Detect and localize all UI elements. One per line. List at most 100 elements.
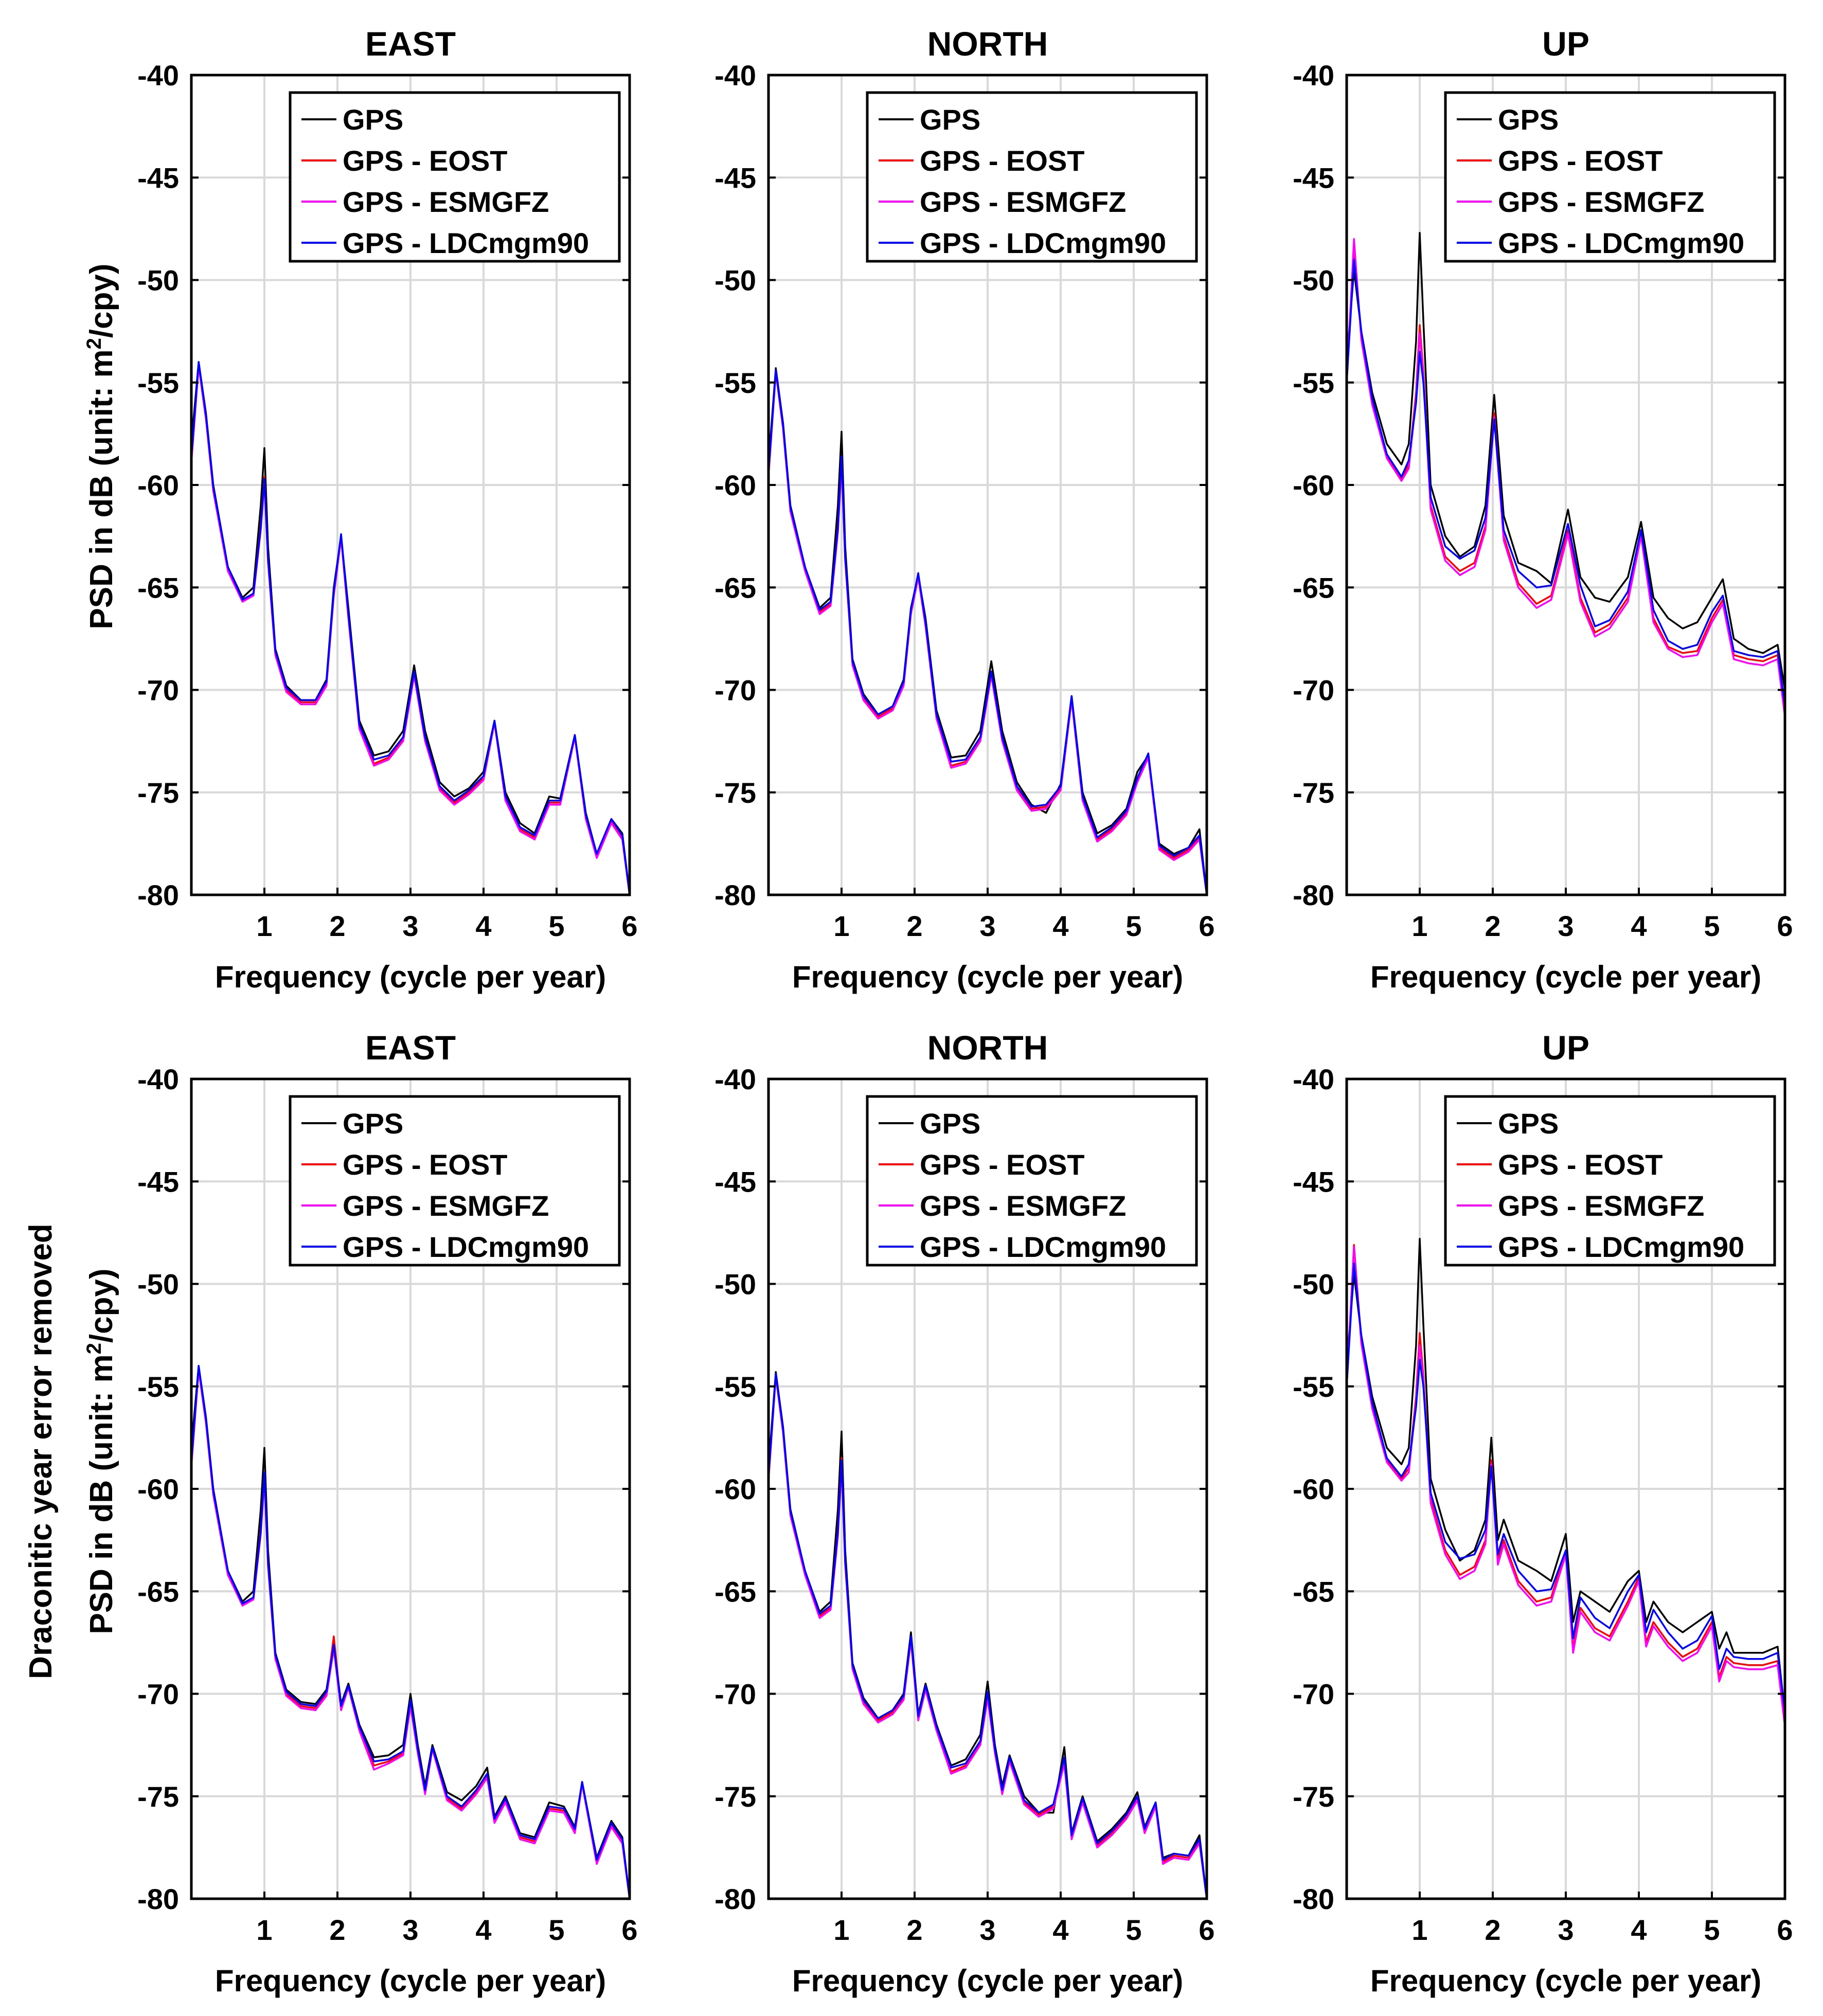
panel-2: -40 -45 -50 -55 -60 -65 -70 -75 -80 1 2 3 4 5 6 NORTH Fr… — [714, 25, 1215, 994]
x-tick-label: 6 — [1199, 910, 1214, 942]
x-tick-label: 1 — [1411, 1914, 1427, 1946]
y-tick-label: -70 — [714, 1678, 756, 1711]
legend-box — [289, 1095, 621, 1267]
ylabel-bottom-row-line2: PSD in dB (unit: m2/cpy) — [83, 1268, 119, 1634]
panel-title: EAST — [365, 25, 456, 63]
y-tick-label: -60 — [137, 1473, 179, 1505]
y-tick-label: -40 — [714, 59, 756, 92]
legend-entry-label: GPS - ESMGFZ — [343, 1190, 549, 1222]
ylabel-bottom-row-line1: Draconitic year error removed — [23, 1223, 59, 1679]
legend-entry-label: GPS — [1498, 103, 1559, 136]
x-tick-label: 1 — [833, 910, 849, 942]
legend-entry-label: GPS - EOST — [343, 145, 508, 177]
legend-entry-label: GPS - LDCmgm90 — [343, 1231, 589, 1263]
y-tick-label: -80 — [1293, 1883, 1334, 1915]
x-tick-label: 5 — [1125, 1914, 1141, 1946]
y-tick-label: -45 — [137, 161, 179, 194]
legend-box — [866, 1095, 1198, 1267]
legend: GPS GPS - EOST GPS - ESMGFZ GPS - LDCmgm90 — [289, 1095, 621, 1267]
legend: GPS GPS - EOST GPS - ESMGFZ GPS - LDCmgm90 — [1444, 1095, 1776, 1267]
x-tick-label: 3 — [1558, 910, 1574, 942]
series-line-gps-ldcmgm90 — [190, 1365, 631, 1900]
legend-entry-label: GPS - EOST — [343, 1148, 508, 1181]
y-tick-label: -60 — [137, 469, 179, 501]
x-tick-label: 6 — [621, 910, 637, 942]
y-tick-label: -50 — [714, 1268, 756, 1301]
y-tick-label: -40 — [1293, 59, 1334, 92]
x-tick-label: 2 — [906, 910, 922, 942]
y-tick-label: -70 — [714, 674, 756, 707]
y-tick-label: -60 — [1293, 1473, 1334, 1505]
y-tick-label: -60 — [1293, 469, 1334, 501]
panel-title: EAST — [365, 1029, 456, 1067]
series-line-gps-ldcmgm90 — [767, 369, 1208, 896]
y-tick-label: -40 — [137, 59, 179, 92]
legend-entry-label: GPS - ESMGFZ — [920, 1190, 1126, 1222]
y-tick-label: -80 — [137, 879, 179, 911]
x-tick-label: 5 — [1704, 910, 1720, 942]
legend: GPS GPS - EOST GPS - ESMGFZ GPS - LDCmgm90 — [1444, 91, 1776, 263]
y-tick-label: -65 — [714, 1575, 756, 1608]
x-tick-label: 4 — [1052, 1914, 1068, 1946]
y-tick-label: -55 — [714, 367, 756, 399]
x-tick-label: 3 — [402, 910, 418, 942]
legend-entry-label: GPS - LDCmgm90 — [1498, 1231, 1744, 1263]
legend-entry-label: GPS — [1498, 1107, 1559, 1140]
x-tick-label: 3 — [979, 910, 995, 942]
series-line-gps — [1346, 1238, 1786, 1716]
legend-entry-label: GPS - ESMGFZ — [1498, 186, 1704, 218]
y-tick-label: -75 — [1293, 777, 1334, 809]
y-tick-label: -75 — [137, 1780, 179, 1813]
legend-box — [866, 91, 1198, 263]
panel-5: -40 -45 -50 -55 -60 -65 -70 -75 -80 1 2 3 4 5 6 NORTH Fr… — [714, 1029, 1215, 1998]
y-tick-label: -80 — [714, 879, 756, 911]
y-tick-label: -70 — [137, 1678, 179, 1711]
x-tick-label: 3 — [1558, 1914, 1574, 1946]
legend: GPS GPS - EOST GPS - ESMGFZ GPS - LDCmgm90 — [289, 91, 621, 263]
series-line-gps-esmgfz — [1346, 238, 1786, 718]
panel-title: NORTH — [927, 25, 1048, 63]
x-tick-label: 2 — [1485, 1914, 1500, 1946]
y-tick-label: -45 — [137, 1165, 179, 1198]
y-tick-label: -60 — [714, 1473, 756, 1505]
legend: GPS GPS - EOST GPS - ESMGFZ GPS - LDCmgm90 — [866, 91, 1198, 263]
legend-entry-label: GPS - EOST — [1498, 145, 1663, 177]
legend-entry-label: GPS - EOST — [1498, 1148, 1663, 1181]
x-tick-label: 6 — [1777, 910, 1793, 942]
y-tick-label: -55 — [137, 1371, 179, 1403]
legend-entry-label: GPS - LDCmgm90 — [1498, 227, 1744, 259]
x-axis-label: Frequency (cycle per year) — [792, 1964, 1183, 1998]
y-tick-label: -45 — [1293, 161, 1334, 194]
y-tick-label: -75 — [137, 777, 179, 809]
x-tick-label: 5 — [548, 1914, 564, 1946]
x-tick-label: 1 — [1411, 910, 1427, 942]
legend: GPS GPS - EOST GPS - ESMGFZ GPS - LDCmgm90 — [866, 1095, 1198, 1267]
panel-title: NORTH — [927, 1029, 1048, 1067]
y-tick-label: -70 — [1293, 674, 1334, 707]
legend-entry-label: GPS — [920, 103, 980, 136]
y-tick-label: -55 — [1293, 1371, 1334, 1403]
panel-6: -40 -45 -50 -55 -60 -65 -70 -75 -80 1 2 3 4 5 6 UP Frequ… — [1293, 1029, 1793, 1998]
x-axis-label: Frequency (cycle per year) — [215, 960, 606, 994]
legend-entry-label: GPS - EOST — [920, 145, 1085, 177]
x-tick-label: 5 — [548, 910, 564, 942]
series-line-gps-ldcmgm90 — [1346, 258, 1786, 708]
y-tick-label: -70 — [137, 674, 179, 707]
x-tick-label: 4 — [1052, 910, 1068, 942]
panel-1: -40 -45 -50 -55 -60 -65 -70 -75 -80 1 2 3 4 5 6 EAST Fre… — [137, 25, 638, 994]
series-line-gps — [767, 367, 1208, 896]
y-tick-label: -45 — [714, 161, 756, 194]
legend-entry-label: GPS — [920, 1107, 980, 1140]
y-tick-label: -55 — [714, 1371, 756, 1403]
y-tick-label: -55 — [137, 367, 179, 399]
x-tick-label: 6 — [621, 1914, 637, 1946]
y-tick-label: -65 — [137, 571, 179, 604]
x-tick-label: 1 — [256, 1914, 272, 1946]
series-line-gps — [190, 361, 631, 896]
legend-entry-label: GPS - EOST — [920, 1148, 1085, 1181]
series-line-gps — [190, 1365, 631, 1900]
x-axis-label: Frequency (cycle per year) — [1370, 1964, 1761, 1998]
legend-entry-label: GPS — [343, 103, 403, 136]
